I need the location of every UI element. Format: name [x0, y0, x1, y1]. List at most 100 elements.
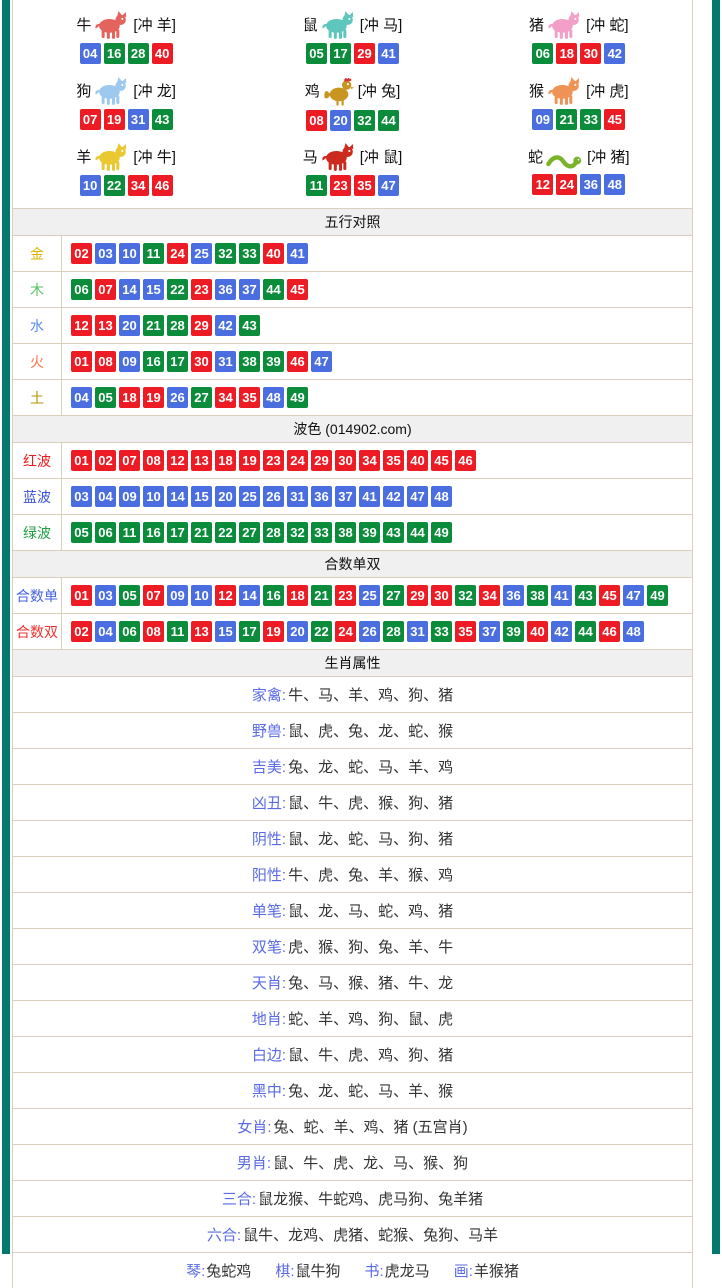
row-label: 金	[13, 236, 62, 271]
zodiac-clash-label: [冲 猪]	[587, 148, 630, 166]
pig-icon	[546, 10, 584, 40]
number-row: 蓝波 03 04 09 10 14 15 20 25 26 31 36 37 41 42 47 48	[13, 478, 692, 514]
number-ball: 30	[191, 351, 212, 372]
number-ball: 34	[479, 585, 500, 606]
zodiac-clash-label: [冲 牛]	[133, 148, 176, 166]
number-ball: 05	[71, 522, 92, 543]
zodiac-number-row: 09 21 33 45	[532, 109, 626, 130]
attribute-label: 三合:	[221, 1191, 257, 1208]
attribute-label: 阳性:	[251, 867, 287, 884]
number-ball: 41	[377, 43, 399, 64]
number-ball: 41	[287, 243, 308, 264]
number-ball: 40	[407, 450, 428, 471]
number-ball: 44	[407, 522, 428, 543]
number-ball: 37	[479, 621, 500, 642]
attribute-value: 虎龙马	[384, 1263, 430, 1280]
number-ball: 06	[532, 43, 554, 64]
number-ball: 31	[407, 621, 428, 642]
attribute-label: 琴:	[186, 1263, 206, 1280]
number-ball: 29	[353, 43, 375, 64]
zodiac-cell: 猴 [冲 虎] 09 21 33 45	[466, 70, 692, 136]
number-ball: 21	[191, 522, 212, 543]
attribute-label: 女肖:	[237, 1119, 272, 1136]
number-ball: 17	[167, 351, 188, 372]
number-ball: 35	[455, 621, 476, 642]
zodiac-name-line: 马 [冲 鼠]	[303, 142, 402, 172]
number-ball: 08	[143, 450, 164, 471]
number-ball: 30	[580, 43, 602, 64]
number-ball: 49	[431, 522, 452, 543]
zodiac-cell: 牛 [冲 羊] 04 16 28 40	[13, 4, 239, 70]
number-ball: 08	[95, 351, 116, 372]
number-ball: 40	[151, 43, 173, 64]
attribute-value: 蛇、羊、鸡、狗、鼠、虎	[288, 1011, 454, 1028]
number-ball: 43	[575, 585, 596, 606]
zodiac-name-line: 猴 [冲 虎]	[529, 76, 629, 106]
row-label: 合数单	[13, 578, 62, 613]
number-ball: 42	[604, 43, 626, 64]
number-ball: 16	[143, 522, 164, 543]
zodiac-name-line: 鼠 [冲 马]	[303, 10, 402, 40]
attribute-value: 兔、蛇、羊、鸡、猪 (五宫肖)	[273, 1119, 468, 1136]
attribute-row: 男肖: 鼠、牛、虎、龙、马、猴、狗	[13, 1144, 692, 1180]
number-row: 合数双 02 04 06 08 11 13 15 17 19 20 22 24 26 28 31 33 35 37 3…	[13, 613, 692, 649]
number-ball: 05	[95, 387, 116, 408]
number-ball: 10	[119, 243, 140, 264]
number-ball: 15	[215, 621, 236, 642]
number-ball: 33	[580, 109, 602, 130]
attribute-row: 黑中: 兔、龙、蛇、马、羊、猴	[13, 1072, 692, 1108]
number-ball: 05	[305, 43, 327, 64]
number-ball: 04	[95, 486, 116, 507]
ball-strip: 01 08 09 16 17 30 31 38 39 46 47	[62, 344, 332, 379]
zodiac-number-row: 04 16 28 40	[79, 43, 173, 64]
number-row: 金 02 03 10 11 24 25 32 33 40 41	[13, 236, 692, 271]
number-ball: 06	[95, 522, 116, 543]
zodiac-animal-name: 猪	[529, 16, 545, 34]
number-row: 水 12 13 20 21 28 29 42 43	[13, 307, 692, 343]
attribute-value: 兔、马、猴、猪、牛、龙	[288, 975, 454, 992]
right-frame-border	[712, 0, 720, 1254]
attribute-label: 棋:	[275, 1263, 295, 1280]
number-ball: 41	[551, 585, 572, 606]
number-ball: 19	[143, 387, 164, 408]
number-ball: 38	[527, 585, 548, 606]
number-ball: 28	[127, 43, 149, 64]
number-ball: 17	[239, 621, 260, 642]
zodiac-cell: 猪 [冲 蛇] 06 18 30 42	[466, 4, 692, 70]
number-ball: 03	[95, 243, 116, 264]
number-ball: 13	[191, 621, 212, 642]
number-ball: 28	[263, 522, 284, 543]
number-ball: 02	[71, 621, 92, 642]
number-ball: 10	[191, 585, 212, 606]
number-ball: 42	[551, 621, 572, 642]
main-table: 牛 [冲 羊] 04 16 28 40 鼠 [冲 马] 05 17 29 41 猪 [冲 蛇] 06 18 30…	[12, 0, 693, 1288]
number-ball: 23	[263, 450, 284, 471]
attribute-label: 白边:	[251, 1047, 287, 1064]
attribute-bottom-row: 琴: 兔蛇鸡 棋: 鼠牛狗 书: 虎龙马 画: 羊猴猪	[13, 1252, 692, 1288]
zodiac-animal-name: 猴	[529, 82, 545, 100]
zodiac-cell: 马 [冲 鼠] 11 23 35 47	[239, 136, 465, 202]
ball-strip: 01 02 07 08 12 13 18 19 23 24 29 30 34 35 40 45 46	[62, 443, 476, 478]
number-ball: 35	[353, 175, 375, 196]
number-ball: 17	[329, 43, 351, 64]
number-ball: 27	[239, 522, 260, 543]
attribute-label: 黑中:	[251, 1083, 287, 1100]
number-ball: 42	[215, 315, 236, 336]
number-ball: 43	[151, 109, 173, 130]
number-ball: 34	[215, 387, 236, 408]
zodiac-number-row: 07 19 31 43	[79, 109, 173, 130]
number-ball: 09	[119, 486, 140, 507]
number-ball: 32	[353, 110, 375, 131]
number-ball: 09	[532, 109, 554, 130]
number-ball: 18	[215, 450, 236, 471]
attribute-label: 单笔:	[251, 903, 287, 920]
number-ball: 30	[431, 585, 452, 606]
number-ball: 03	[95, 585, 116, 606]
zodiac-cell: 鼠 [冲 马] 05 17 29 41	[239, 4, 465, 70]
attribute-value: 鼠、牛、虎、龙、马、猴、狗	[273, 1155, 469, 1172]
attribute-row: 双笔: 虎、猴、狗、兔、羊、牛	[13, 928, 692, 964]
attribute-value: 鼠、牛、虎、鸡、狗、猪	[288, 1047, 454, 1064]
attribute-row: 地肖: 蛇、羊、鸡、狗、鼠、虎	[13, 1000, 692, 1036]
number-ball: 41	[359, 486, 380, 507]
number-ball: 32	[455, 585, 476, 606]
